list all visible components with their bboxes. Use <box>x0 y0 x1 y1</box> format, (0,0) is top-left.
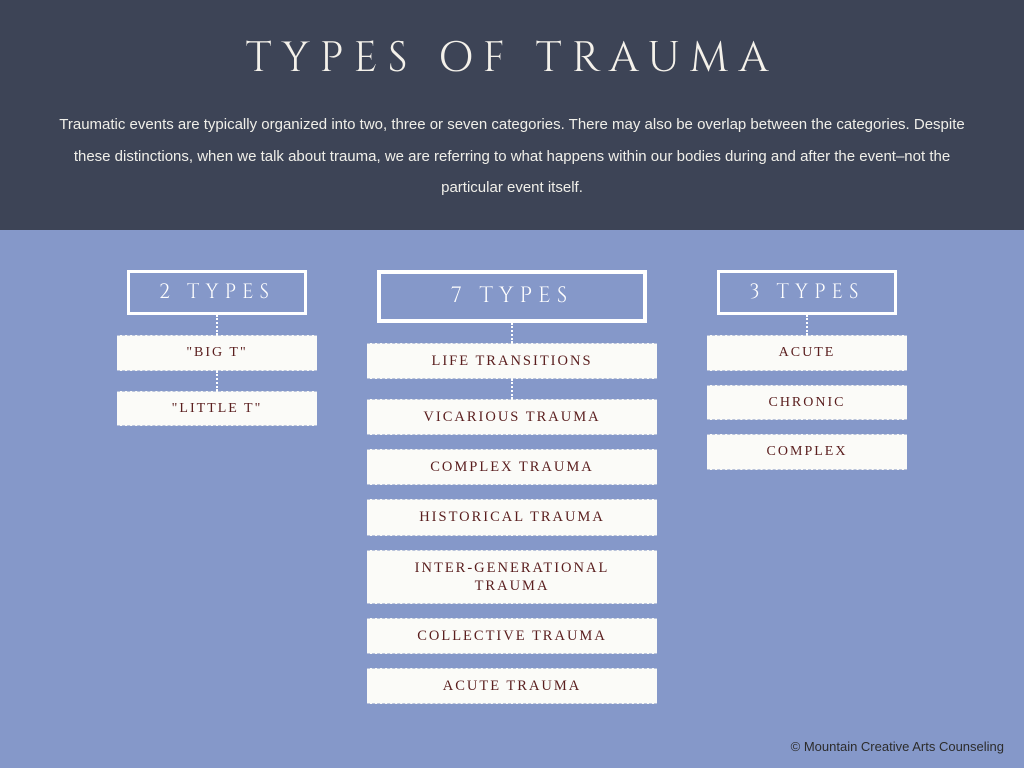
connector-line <box>216 371 218 391</box>
column-header-seven-types: 7 TYPES <box>377 270 647 323</box>
trauma-type-item: "LITTLE T" <box>117 391 317 427</box>
trauma-type-item: ACUTE <box>707 335 907 371</box>
column-three-types: 3 TYPES ACUTE CHRONIC COMPLEX <box>707 270 907 470</box>
page-title: TYPES OF TRAUMA <box>40 30 984 87</box>
page-subtitle: Traumatic events are typically organized… <box>42 109 982 204</box>
trauma-type-item: COLLECTIVE TRAUMA <box>367 618 657 654</box>
connector-line <box>806 315 808 335</box>
trauma-type-item: COMPLEX TRAUMA <box>367 449 657 485</box>
connector-line <box>216 315 218 335</box>
connector-line <box>511 323 513 343</box>
column-header-two-types: 2 TYPES <box>127 270 307 315</box>
trauma-type-item: CHRONIC <box>707 385 907 421</box>
trauma-type-item: ACUTE TRAUMA <box>367 668 657 704</box>
connector-line <box>511 379 513 399</box>
trauma-type-item: COMPLEX <box>707 434 907 470</box>
trauma-type-item: VICARIOUS TRAUMA <box>367 399 657 435</box>
credit-text: © Mountain Creative Arts Counseling <box>791 739 1004 754</box>
column-seven-types: 7 TYPES LIFE TRANSITIONS VICARIOUS TRAUMA C… <box>367 270 657 704</box>
column-header-three-types: 3 TYPES <box>717 270 897 315</box>
header-panel: TYPES OF TRAUMA Traumatic events are typ… <box>0 0 1024 230</box>
trauma-type-item: "BIG T" <box>117 335 317 371</box>
trauma-type-item: INTER-GENERATIONAL TRAUMA <box>367 550 657 604</box>
columns-container: 2 TYPES "BIG T" "LITTLE T" 7 TYPES LIFE TRAN… <box>0 230 1024 704</box>
column-two-types: 2 TYPES "BIG T" "LITTLE T" <box>117 270 317 426</box>
trauma-type-item: HISTORICAL TRAUMA <box>367 499 657 535</box>
trauma-type-item: LIFE TRANSITIONS <box>367 343 657 379</box>
